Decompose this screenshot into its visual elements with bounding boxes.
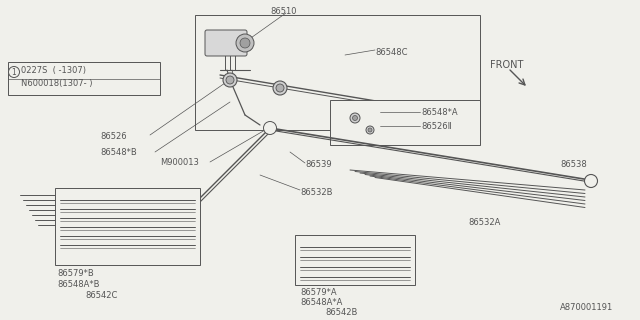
Text: 1: 1 [12, 68, 17, 77]
Text: 86548*A: 86548*A [421, 108, 458, 116]
Circle shape [273, 81, 287, 95]
Circle shape [236, 34, 254, 52]
Text: 86548C: 86548C [375, 48, 408, 57]
Text: 86542B: 86542B [325, 308, 357, 317]
Text: 1: 1 [589, 177, 593, 186]
Circle shape [589, 179, 593, 183]
Circle shape [350, 113, 360, 123]
Text: 1: 1 [268, 124, 273, 133]
Text: 86510: 86510 [270, 7, 296, 16]
Text: 86548A*A: 86548A*A [300, 298, 342, 307]
Text: N600018(1307- ): N600018(1307- ) [21, 78, 93, 87]
Circle shape [240, 38, 250, 48]
Text: FRONT: FRONT [490, 60, 524, 70]
Circle shape [226, 76, 234, 84]
Circle shape [268, 126, 272, 130]
Text: 0227S  ( -1307): 0227S ( -1307) [21, 66, 86, 75]
Text: 86539: 86539 [305, 160, 332, 169]
Circle shape [586, 176, 596, 186]
Text: 86538: 86538 [560, 160, 587, 169]
Bar [55, 188, 200, 265]
Circle shape [368, 128, 372, 132]
Text: 86526Ⅱ: 86526Ⅱ [421, 122, 452, 131]
Text: 86532B: 86532B [300, 188, 333, 197]
Circle shape [8, 67, 19, 77]
Bar [195, 15, 480, 130]
Circle shape [276, 84, 284, 92]
Text: 86579*B: 86579*B [57, 269, 93, 278]
FancyBboxPatch shape [205, 30, 247, 56]
Text: A870001191: A870001191 [560, 303, 613, 312]
Text: 86532A: 86532A [468, 218, 500, 227]
Circle shape [584, 174, 598, 188]
Text: 86526: 86526 [100, 132, 127, 141]
Bar [330, 100, 480, 145]
Text: 86579*A: 86579*A [300, 288, 337, 297]
Circle shape [264, 122, 276, 134]
Bar [8, 62, 160, 95]
Circle shape [223, 73, 237, 87]
Circle shape [353, 116, 358, 121]
Text: 86542C: 86542C [85, 291, 117, 300]
Text: M900013: M900013 [160, 158, 199, 167]
Text: 86548A*B: 86548A*B [57, 280, 99, 289]
Bar [295, 235, 415, 285]
Circle shape [366, 126, 374, 134]
Text: 86548*B: 86548*B [100, 148, 137, 157]
Circle shape [266, 124, 275, 132]
